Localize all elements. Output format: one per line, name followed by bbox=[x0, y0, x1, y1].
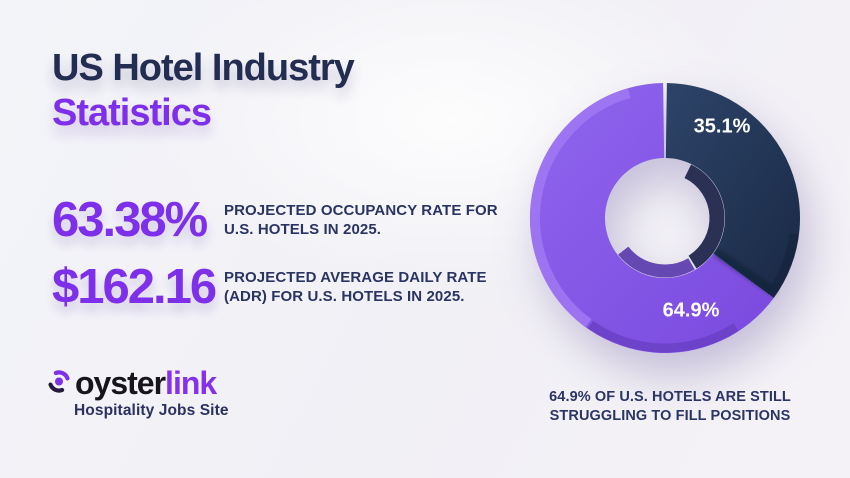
stat-adr-desc-line1: PROJECTED AVERAGE DAILY RATE bbox=[224, 269, 487, 286]
stat-adr-desc-line2: (ADR) FOR U.S. HOTELS IN 2025. bbox=[224, 288, 465, 305]
stat-occupancy-rate: 63.38% PROJECTED OCCUPANCY RATE FOR U.S.… bbox=[52, 192, 498, 248]
stat-occupancy-desc-line1: PROJECTED OCCUPANCY RATE FOR bbox=[224, 202, 498, 219]
stat-occupancy-value: 63.38% bbox=[52, 193, 208, 247]
brand-wordmark: oysterlink bbox=[75, 365, 217, 401]
rim-shade-navy bbox=[768, 233, 799, 294]
stat-adr-desc: PROJECTED AVERAGE DAILY RATE (ADR) FOR U… bbox=[224, 268, 487, 306]
brand-tagline: Hospitality Jobs Site bbox=[74, 402, 229, 420]
stat-occupancy-desc-line2: U.S. HOTELS IN 2025. bbox=[224, 221, 382, 238]
rim-highlight-left bbox=[530, 88, 631, 328]
brand-part-link: link bbox=[165, 365, 217, 401]
rim-shade-bottom bbox=[587, 320, 739, 353]
slice-boundary-shadow bbox=[714, 249, 778, 296]
inner-wall-navy bbox=[684, 164, 725, 269]
stat-adr-value: $162.16 bbox=[52, 260, 217, 314]
pearl-arc-top bbox=[53, 370, 70, 381]
donut-chart-svg bbox=[530, 83, 800, 354]
donut-slice-1 bbox=[530, 83, 774, 354]
oysterlink-logo: oysterlink Hospitality Jobs Site bbox=[46, 365, 229, 420]
pearl-arc-bottom bbox=[48, 382, 65, 393]
page-title: US Hotel Industry Statistics bbox=[52, 46, 355, 136]
donut-label-purple: 64.9% bbox=[662, 299, 720, 322]
chart-caption: 64.9% OF U.S. HOTELS ARE STILL STRUGGLIN… bbox=[505, 388, 835, 425]
stat-occupancy-desc: PROJECTED OCCUPANCY RATE FOR U.S. HOTELS… bbox=[224, 201, 498, 239]
title-line2: Statistics bbox=[52, 91, 212, 134]
donut-slice-0 bbox=[665, 83, 800, 299]
donut-chart: 35.1% 64.9% bbox=[515, 68, 815, 368]
title-line1: US Hotel Industry bbox=[52, 47, 355, 89]
stat-adr: $162.16 PROJECTED AVERAGE DAILY RATE (AD… bbox=[52, 259, 487, 315]
logo-row: oysterlink bbox=[46, 365, 229, 401]
chart-caption-line2: STRUGGLING TO FILL POSITIONS bbox=[549, 407, 791, 424]
donut-label-navy: 35.1% bbox=[693, 115, 751, 138]
chart-caption-line1: 64.9% OF U.S. HOTELS ARE STILL bbox=[549, 389, 791, 405]
brand-part-oyster: oyster bbox=[75, 365, 166, 401]
inner-wall-purple bbox=[618, 246, 695, 278]
oysterlink-pearl-icon bbox=[48, 370, 70, 393]
